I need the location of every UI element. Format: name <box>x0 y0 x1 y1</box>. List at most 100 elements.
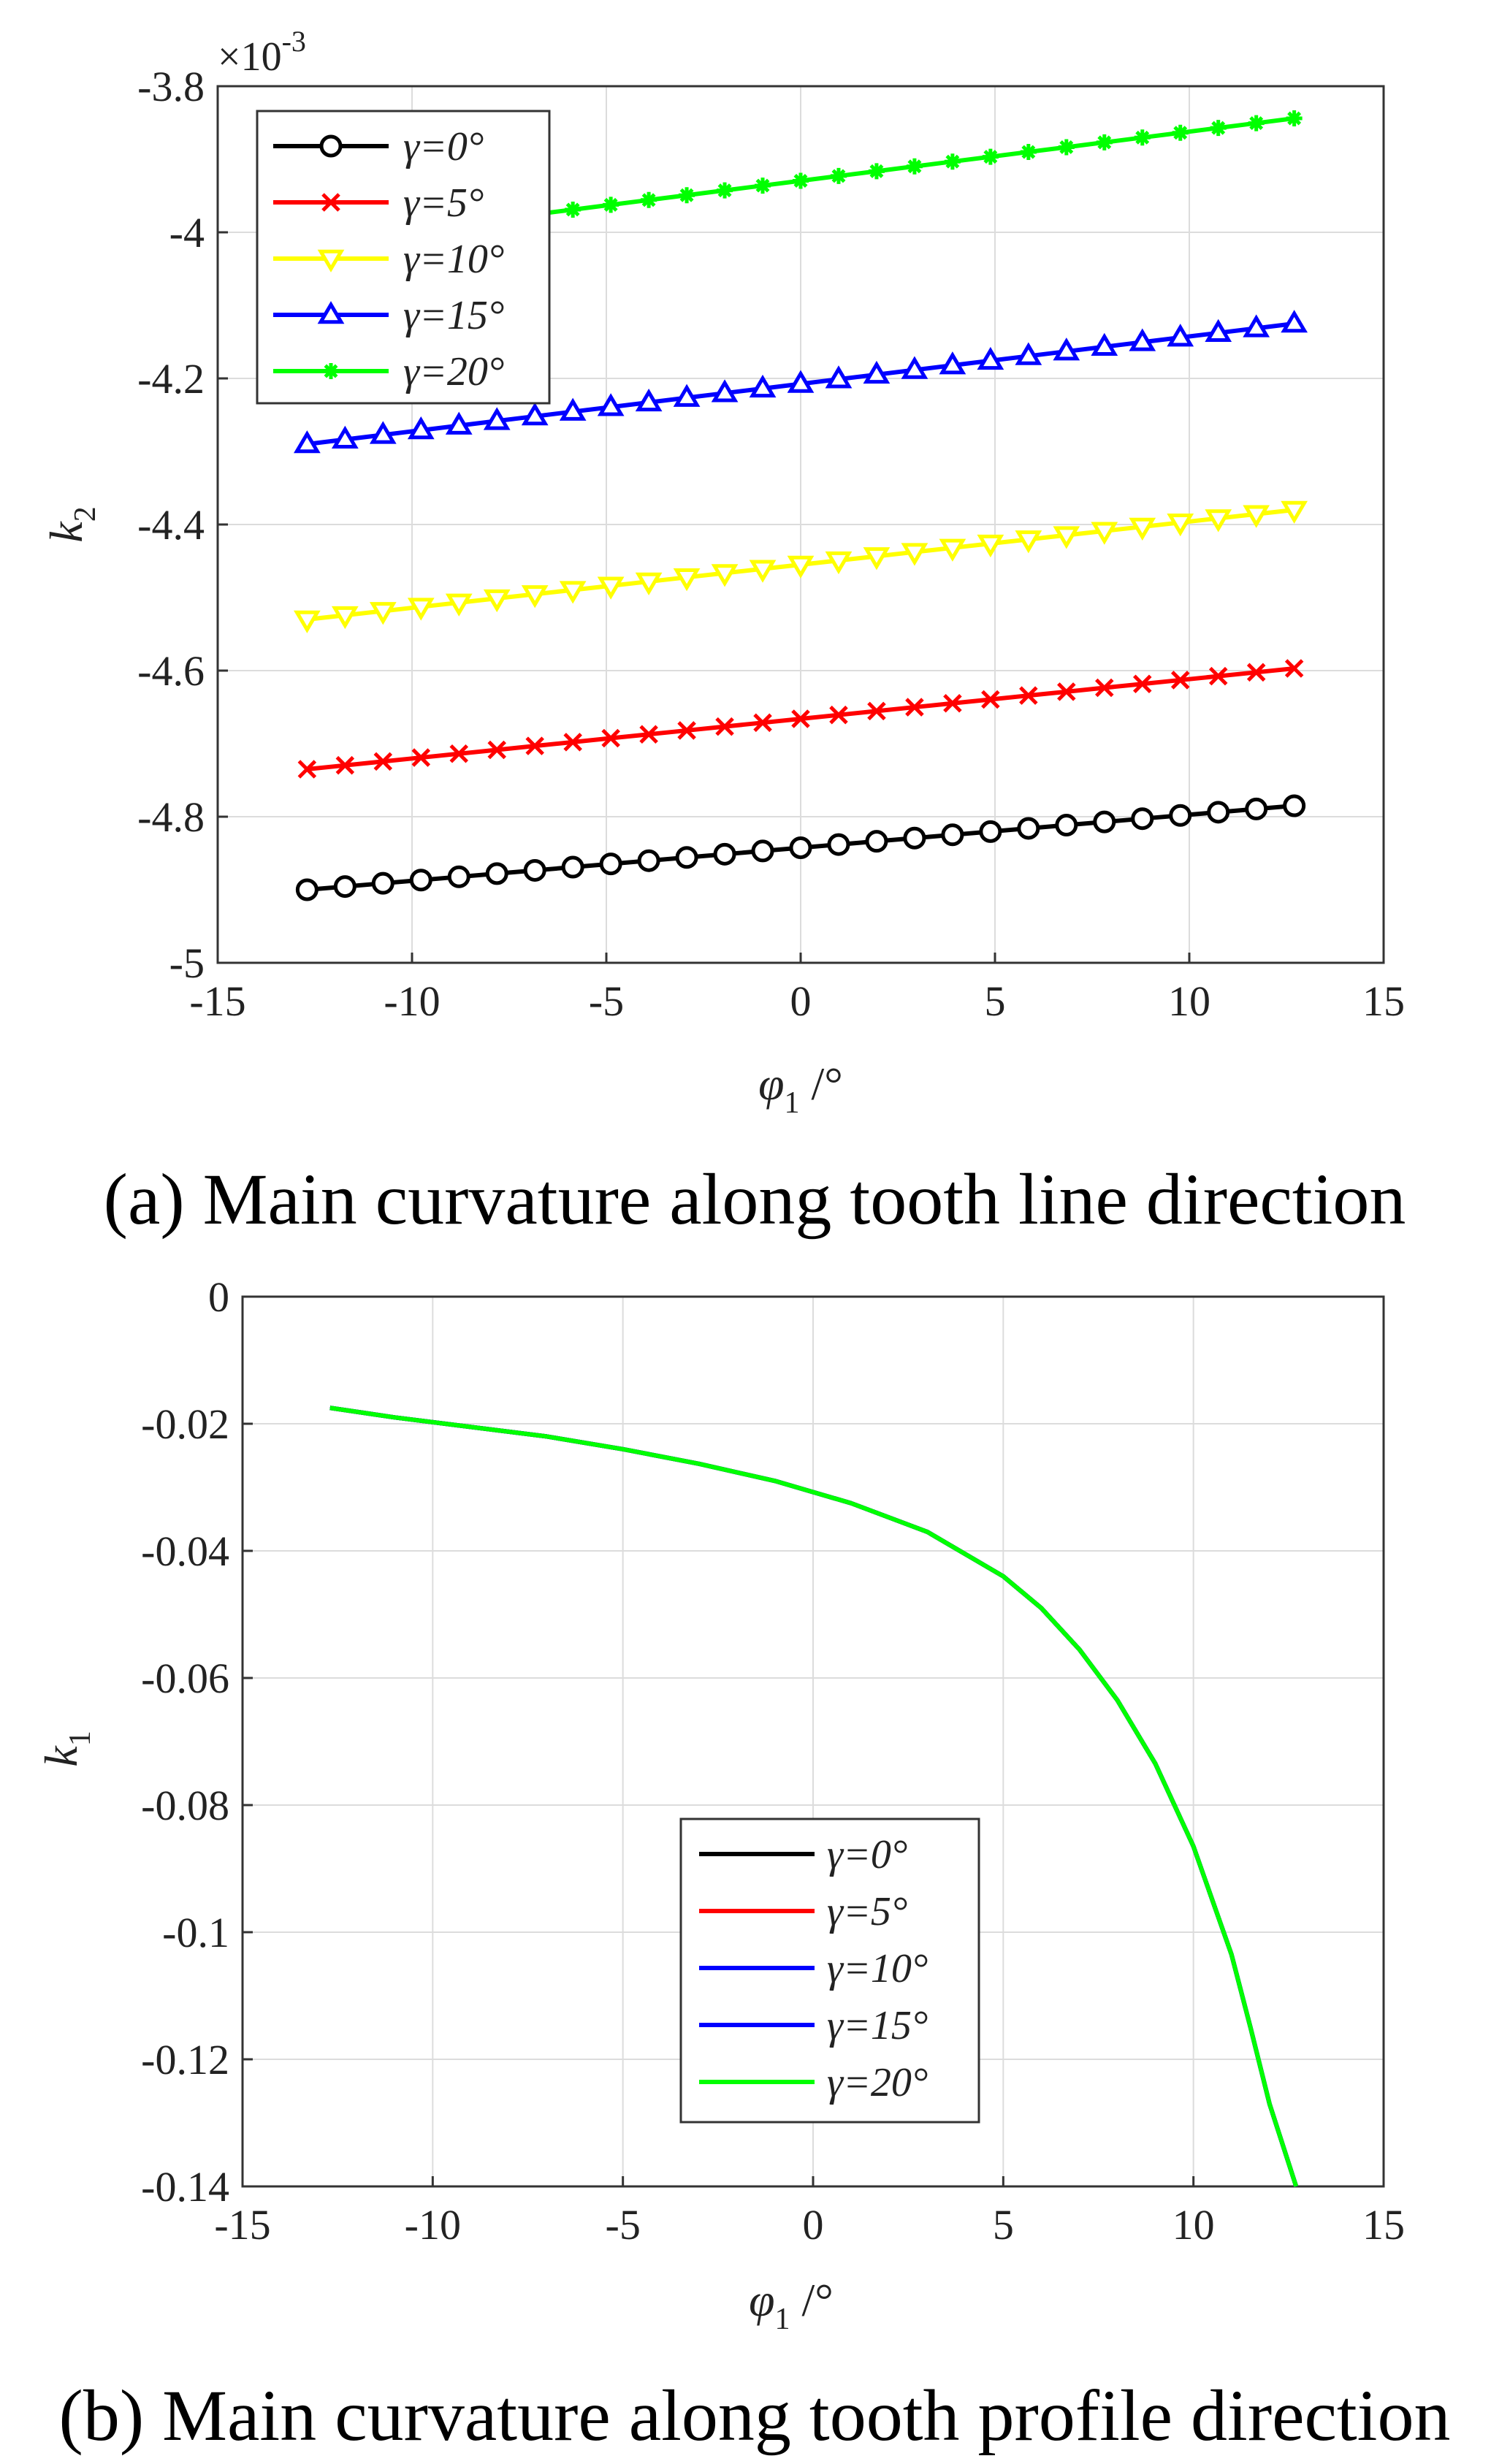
chart-a-point-s0-0 <box>295 878 319 901</box>
chart-a-legend-marker-4 <box>323 363 339 379</box>
chart-a-point-s3-26 <box>1281 310 1308 333</box>
chart-a-point-s3-17 <box>939 351 966 375</box>
chart-a-point-s0-15 <box>865 830 888 853</box>
a-xtick-label-1: -10 <box>384 977 440 1025</box>
chart-a-point-s1-12 <box>753 713 772 733</box>
chart-a-point-s1-25 <box>1246 663 1266 682</box>
chart-a-point-s3-14 <box>825 365 853 389</box>
chart-a-x-symbol: φ <box>758 1058 784 1110</box>
chart-a-point-s2-12 <box>749 560 777 583</box>
chart-a-point-s2-15 <box>863 547 891 571</box>
chart-a-legend-label-2: γ=10° <box>403 237 504 282</box>
chart-a-point-s0-9 <box>637 849 660 872</box>
chart-b-series <box>329 1405 1299 2187</box>
chart-a-point-s4-16 <box>906 158 923 175</box>
chart-a-legend-marker-0 <box>319 134 343 158</box>
chart-a-point-s4-18 <box>982 148 999 165</box>
chart-b-y-sub: 1 <box>64 1731 97 1746</box>
chart-a-point-s3-20 <box>1053 337 1080 361</box>
chart-a-point-s4-22 <box>1134 129 1151 146</box>
b-xtick-label-1: -10 <box>405 2201 461 2249</box>
chart-a-point-s3-5 <box>483 407 511 430</box>
chart-b-legend-label-1: γ=5° <box>827 1889 907 1934</box>
chart-a-point-s4-14 <box>830 167 847 184</box>
chart-a-point-s1-16 <box>905 698 924 717</box>
chart-a-point-s3-13 <box>787 370 815 393</box>
chart-b-y-axis-label: k1 <box>35 1731 97 1766</box>
chart-a-point-s4-10 <box>679 187 695 204</box>
b-xtick-label-3: 0 <box>803 2201 824 2249</box>
chart-a-point-s0-21 <box>1093 810 1116 834</box>
chart-b-legend-label-4: γ=20° <box>827 2060 928 2105</box>
chart-b-x-unit: /° <box>790 2274 834 2326</box>
chart-a-point-s1-10 <box>677 721 696 740</box>
chart-a-point-s0-19 <box>1017 817 1040 840</box>
b-ytick-label-2: -0.1 <box>162 1909 229 1956</box>
chart-a-point-s4-11 <box>717 182 733 199</box>
a-ytick-label-3: -4.4 <box>137 501 205 549</box>
chart-a-point-s2-22 <box>1129 517 1156 541</box>
chart-a-point-s1-23 <box>1170 671 1190 690</box>
chart-a-point-s1-19 <box>1019 686 1038 705</box>
chart-a-point-s3-1 <box>331 425 359 449</box>
b-ytick-label-3: -0.08 <box>141 1782 229 1829</box>
chart-b-legend-label-2: γ=10° <box>827 1946 928 1991</box>
a-xtick-label-0: -15 <box>189 977 245 1025</box>
chart-a-ticks: -15 -10 -5 0 5 10 15 -5 -4.8 -4.6 -4.4 -4.2 -4 -3.8 <box>137 63 1405 1025</box>
chart-a-x-unit: /° <box>800 1058 843 1110</box>
chart-a-point-s1-7 <box>563 733 582 752</box>
chart-a-point-s1-13 <box>791 709 810 728</box>
chart-a-point-s3-21 <box>1091 332 1118 356</box>
chart-a-point-s3-6 <box>521 402 549 426</box>
chart-a-point-s4-9 <box>641 191 657 208</box>
chart-a-point-s2-11 <box>711 564 739 587</box>
chart-a-legend: γ=0° γ=5° γ=10° γ=15° γ=20° <box>256 110 551 405</box>
chart-a-point-s0-22 <box>1131 807 1154 831</box>
chart-a-scale-exponent: -3 <box>282 25 306 58</box>
chart-a-point-s2-9 <box>635 572 663 596</box>
chart-a-legend-label-1: γ=5° <box>403 180 484 226</box>
chart-a-point-s1-4 <box>449 744 469 763</box>
chart-a-point-s4-25 <box>1248 115 1265 131</box>
a-ytick-label-1: -4.8 <box>137 793 205 841</box>
chart-a-point-s1-8 <box>601 728 620 748</box>
chart-a-point-s1-17 <box>943 694 962 713</box>
b-ytick-label-4: -0.06 <box>141 1655 229 1702</box>
chart-a-point-s2-8 <box>597 576 625 600</box>
chart-a-point-s2-17 <box>939 538 966 562</box>
chart-a-legend-label-0: γ=0° <box>403 124 484 169</box>
chart-a-point-s0-14 <box>827 833 850 856</box>
chart-a-point-s2-3 <box>407 598 435 621</box>
chart-a-point-s1-1 <box>335 755 355 775</box>
chart-a-point-s4-26 <box>1286 110 1303 126</box>
chart-a-point-s0-20 <box>1055 814 1078 837</box>
chart-a-legend-label-4: γ=20° <box>403 349 504 394</box>
chart-a-point-s3-8 <box>597 393 625 416</box>
a-xtick-label-4: 5 <box>985 977 1006 1025</box>
chart-a-point-s1-2 <box>373 752 393 771</box>
chart-b-x-symbol: φ <box>749 2274 774 2326</box>
chart-a-point-s3-11 <box>711 379 739 403</box>
chart-a-point-s2-13 <box>787 555 815 579</box>
chart-a-point-s0-24 <box>1207 801 1230 824</box>
chart-a-scale-base: ×10 <box>218 34 282 80</box>
chart-a-point-s3-9 <box>635 388 663 412</box>
a-ytick-label-2: -4.6 <box>137 647 205 695</box>
chart-a-point-s0-12 <box>751 839 774 863</box>
chart-b-caption: (b) Main curvature along tooth profile d… <box>59 2375 1451 2456</box>
chart-b-legend-label-3: γ=15° <box>827 2003 928 2048</box>
chart-a-point-s2-26 <box>1281 500 1308 524</box>
chart-a-legend-marker-1 <box>321 193 340 212</box>
chart-a-point-s0-17 <box>941 823 964 847</box>
chart-a-point-s1-11 <box>715 717 734 736</box>
chart-b-x-sub: 1 <box>775 2303 790 2336</box>
chart-a-point-s1-24 <box>1208 666 1228 686</box>
chart-a-point-s4-13 <box>793 172 809 189</box>
a-ytick-label-6: -3.8 <box>137 63 205 110</box>
b-xtick-label-0: -15 <box>214 2201 270 2249</box>
chart-a-point-s1-22 <box>1132 674 1152 693</box>
chart-a-x-axis-label: φ1 /° <box>758 1058 843 1120</box>
chart-a-point-s3-22 <box>1129 328 1156 351</box>
chart-a-point-s4-15 <box>868 163 885 180</box>
chart-a-point-s1-20 <box>1057 682 1076 701</box>
